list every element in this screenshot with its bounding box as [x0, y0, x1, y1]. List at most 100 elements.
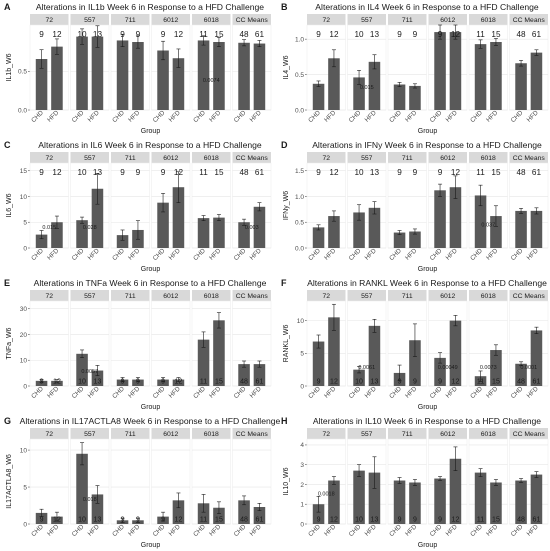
y-tick-label: 1	[300, 502, 304, 509]
bar-hfd	[253, 206, 266, 248]
bar-hfd	[328, 216, 340, 248]
facet-label: 557	[361, 17, 373, 24]
n-count: 9	[40, 379, 44, 386]
bar-hfd	[449, 458, 462, 524]
bar-chd	[393, 480, 406, 524]
facet-label: 6012	[163, 431, 178, 438]
n-count: 15	[492, 517, 500, 524]
n-count: 13	[371, 517, 379, 524]
bar-hfd	[368, 325, 381, 386]
facet-strip	[111, 14, 150, 25]
n-count: 13	[370, 30, 380, 39]
x-tick-label: HFD	[404, 523, 419, 538]
facet-strip	[151, 152, 190, 163]
facet-strip	[192, 290, 231, 301]
x-tick-label: HFD	[364, 385, 379, 400]
n-count: 12	[174, 168, 184, 177]
bar-chd	[434, 357, 446, 386]
facet-label: 6018	[481, 293, 496, 300]
facet-strip	[307, 290, 346, 301]
x-tick-label: CHD	[429, 109, 444, 124]
y-tick-label: 0	[23, 245, 27, 252]
facet-strip	[192, 152, 231, 163]
bar-chd	[474, 195, 487, 248]
panel-letter: C	[4, 140, 11, 150]
n-count: 12	[451, 168, 461, 177]
facet-strip	[469, 290, 508, 301]
bar-chd	[116, 379, 129, 386]
n-count: 10	[78, 379, 86, 386]
x-tick-label: CHD	[30, 385, 45, 400]
x-tick-label: CHD	[71, 247, 86, 262]
facet-strip	[347, 290, 386, 301]
n-count: 12	[175, 379, 183, 386]
x-tick-label: CHD	[348, 109, 363, 124]
y-tick-label: 0	[23, 521, 27, 528]
bar-chd	[312, 227, 325, 248]
x-tick-label: CHD	[192, 109, 207, 124]
bar-chd	[197, 218, 210, 248]
y-axis-label: IL6_W6	[6, 193, 13, 217]
n-count: 9	[317, 517, 321, 524]
x-tick-label: HFD	[445, 247, 460, 262]
bar-chd	[353, 369, 365, 386]
n-count: 12	[329, 30, 339, 39]
bar-hfd	[91, 188, 104, 248]
bar-hfd	[213, 507, 225, 524]
bar-hfd	[449, 320, 462, 386]
facet-label: CC Means	[236, 17, 269, 24]
p-value-label: 0.015	[42, 225, 56, 231]
chart-panel-c: C Alterations in IL6 Week 6 in Response t…	[4, 140, 272, 273]
n-count: 10	[77, 168, 87, 177]
x-tick-label: CHD	[348, 385, 363, 400]
x-tick-label: CHD	[429, 523, 444, 538]
p-value-label: 0.0061	[358, 365, 375, 371]
x-tick-label: CHD	[30, 109, 45, 124]
facet-label: CC Means	[513, 431, 546, 438]
x-tick-label: CHD	[388, 385, 403, 400]
x-tick-label: HFD	[323, 247, 338, 262]
n-count: 9	[136, 168, 141, 177]
n-count: 10	[354, 168, 364, 177]
facet-strip	[70, 428, 109, 439]
chart-title: Alterations in IL4 Week 6 in Response to…	[315, 2, 539, 12]
bar-hfd	[91, 494, 104, 524]
y-axis-label: IFNy_W6	[283, 191, 290, 220]
y-tick-label: 0	[300, 383, 304, 390]
n-count: 9	[438, 30, 443, 39]
facet-strip	[70, 290, 109, 301]
facet-strip	[30, 14, 69, 25]
x-tick-label: CHD	[429, 385, 444, 400]
facet-label: 557	[84, 431, 96, 438]
x-tick-label: CHD	[111, 385, 126, 400]
n-count: 61	[532, 30, 542, 39]
x-tick-label: CHD	[510, 385, 525, 400]
y-tick-label: 3	[300, 462, 304, 469]
n-count: 11	[200, 379, 207, 386]
bar-hfd	[51, 46, 63, 110]
facet-label: 72	[45, 155, 53, 162]
n-count: 61	[256, 517, 264, 524]
facet-label: CC Means	[513, 155, 546, 162]
facet-label: 6018	[481, 431, 496, 438]
bar-hfd	[132, 42, 144, 110]
x-tick-label: CHD	[152, 247, 167, 262]
facet-label: 6012	[440, 431, 455, 438]
n-count: 9	[161, 168, 166, 177]
bar-chd	[353, 212, 365, 248]
n-count: 9	[39, 30, 44, 39]
facet-label: CC Means	[513, 293, 546, 300]
x-tick-label: HFD	[168, 385, 183, 400]
bar-chd	[35, 234, 48, 248]
facet-plot-area	[110, 300, 150, 387]
bar-hfd	[172, 58, 185, 110]
x-tick-label: CHD	[152, 385, 167, 400]
facet-label: 6012	[440, 293, 455, 300]
n-count: 10	[78, 517, 86, 524]
x-tick-label: CHD	[233, 385, 248, 400]
x-tick-label: CHD	[192, 247, 207, 262]
chart-panel-f: F Alterations in RANKL Week 6 in Response…	[281, 278, 549, 411]
facet-strip	[509, 152, 548, 163]
x-tick-label: CHD	[469, 385, 484, 400]
y-tick-label: 0	[23, 383, 27, 390]
